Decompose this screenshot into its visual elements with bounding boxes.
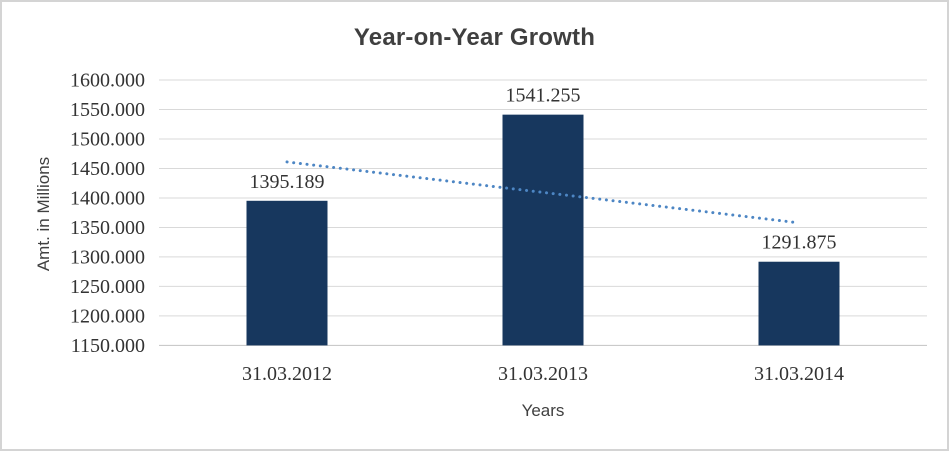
- bar-data-label: 1291.875: [762, 232, 837, 254]
- bar-data-label: 1541.255: [506, 85, 581, 107]
- y-tick-label: 1450.000: [70, 158, 145, 180]
- y-tick-label: 1400.000: [70, 187, 145, 209]
- y-tick-label: 1200.000: [70, 305, 145, 327]
- chart-title: Year-on-Year Growth: [353, 24, 596, 51]
- x-tick-label: 31.03.2014: [754, 363, 844, 385]
- y-tick-label: 1600.000: [70, 70, 145, 92]
- x-tick-label: 31.03.2012: [242, 363, 332, 385]
- y-tick-label: 1250.000: [70, 276, 145, 298]
- x-tick-label: 31.03.2013: [498, 363, 588, 385]
- bar-data-label: 1395.189: [250, 171, 325, 193]
- x-axis-title: Years: [521, 401, 565, 420]
- bar: [502, 114, 584, 346]
- y-tick-label: 1550.000: [70, 99, 145, 121]
- y-axis-title: Amt. in Millions: [34, 156, 53, 272]
- bar: [758, 261, 840, 346]
- y-tick-label: 1150.000: [71, 335, 145, 357]
- y-tick-label: 1300.000: [70, 246, 145, 268]
- bar: [246, 200, 328, 346]
- trendline: [285, 160, 801, 225]
- y-tick-label: 1500.000: [70, 128, 145, 150]
- y-tick-label: 1350.000: [70, 217, 145, 239]
